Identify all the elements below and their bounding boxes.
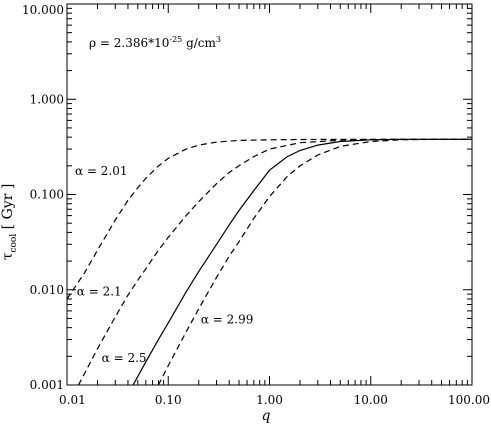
- plot-frame: [66, 3, 473, 386]
- density-label-exponent: -25: [169, 35, 182, 44]
- y-tick-label: 10.000: [22, 3, 64, 17]
- y-axis-title: τcool [ Gyr ]: [0, 184, 19, 261]
- x-axis-title: q: [262, 408, 271, 424]
- y-axis-title-unit: [ Gyr ]: [0, 184, 16, 234]
- series-annotations: α = 2.01 α = 2.1 α = 2.5 α = 2.99: [75, 164, 253, 365]
- x-tick-label: 10.00: [354, 393, 388, 407]
- plot-border: [66, 3, 473, 386]
- x-tick-labels: 0.01 0.10 1.00 10.00 100.00: [59, 393, 490, 407]
- series-lines: [66, 138, 472, 386]
- series-label-4: α = 2.99: [201, 313, 254, 327]
- x-tick-label: 0.01: [59, 393, 86, 407]
- y-axis-title-tau: τ: [0, 252, 16, 260]
- series-line-1: [66, 138, 472, 300]
- x-tick-label: 1.00: [256, 393, 283, 407]
- series-line-2: [77, 138, 472, 386]
- density-label: ρ = 2.386*10-25 g/cm3: [89, 35, 221, 50]
- series-label-1: α = 2.01: [75, 164, 128, 178]
- density-label-unit: g/cm: [182, 36, 216, 50]
- y-tick-label: 0.010: [30, 283, 64, 297]
- y-tick-label: 1.000: [30, 92, 64, 106]
- density-label-prefix: ρ = 2.386*10: [89, 36, 169, 50]
- series-label-2: α = 2.1: [77, 285, 122, 299]
- y-tick-labels: 0.001 0.010 0.100 1.000 10.000: [22, 3, 64, 392]
- x-tick-label: 0.10: [155, 393, 182, 407]
- series-label-3: α = 2.5: [102, 351, 147, 365]
- x-tick-label: 100.00: [448, 393, 490, 407]
- series-line-3: [132, 138, 472, 386]
- density-label-unit-exponent: 3: [216, 35, 221, 44]
- y-tick-label: 0.001: [30, 378, 64, 392]
- y-tick-label: 0.100: [30, 188, 64, 202]
- y-axis-title-subscript: cool: [9, 234, 19, 253]
- axis-ticks: [66, 3, 473, 386]
